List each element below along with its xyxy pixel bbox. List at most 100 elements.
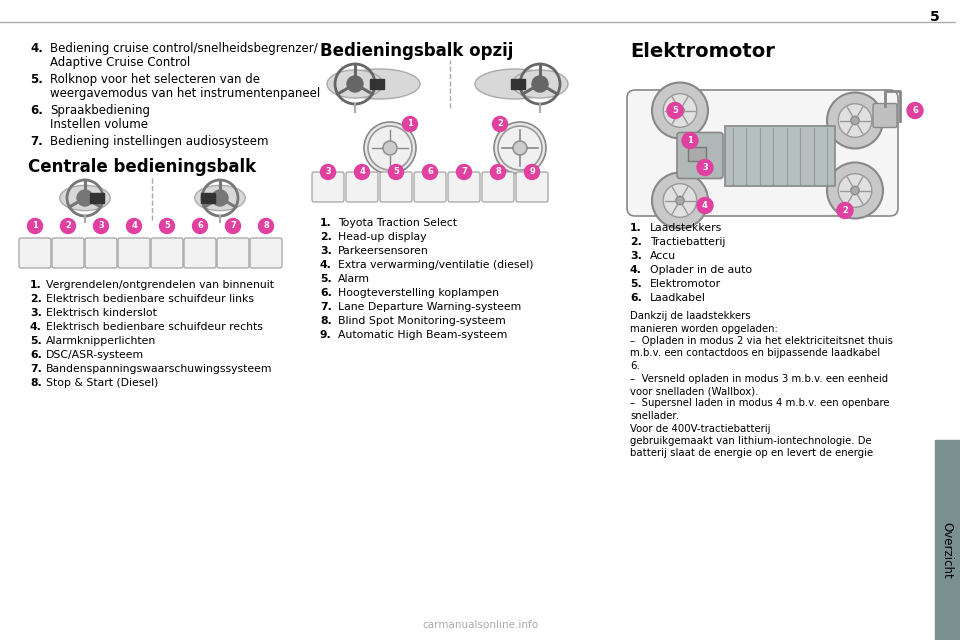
Text: Rolknop voor het selecteren van de: Rolknop voor het selecteren van de — [50, 73, 260, 86]
Ellipse shape — [195, 186, 245, 211]
Text: 6: 6 — [197, 221, 203, 230]
Text: Laadstekkers: Laadstekkers — [650, 223, 722, 233]
Text: 5: 5 — [930, 10, 940, 24]
Text: 3: 3 — [325, 168, 331, 177]
Circle shape — [492, 116, 508, 131]
Text: Spraakbediening: Spraakbediening — [50, 104, 150, 117]
Circle shape — [524, 164, 540, 179]
Circle shape — [697, 159, 713, 175]
Bar — [90, 193, 104, 203]
Text: 7: 7 — [230, 221, 236, 230]
Circle shape — [77, 190, 93, 206]
Text: Bediening cruise control/snelheidsbegrenzer/: Bediening cruise control/snelheidsbegren… — [50, 42, 318, 55]
Text: Oplader in de auto: Oplader in de auto — [650, 265, 752, 275]
Ellipse shape — [512, 70, 568, 98]
FancyBboxPatch shape — [380, 172, 412, 202]
Text: 6.: 6. — [630, 361, 639, 371]
Ellipse shape — [475, 69, 555, 99]
Text: 4: 4 — [132, 221, 137, 230]
Text: 9.: 9. — [320, 330, 332, 340]
Circle shape — [159, 218, 175, 234]
Circle shape — [389, 164, 403, 179]
Circle shape — [682, 132, 698, 148]
Text: Head-up display: Head-up display — [338, 232, 426, 242]
Text: 5: 5 — [164, 221, 170, 230]
Text: Elektrisch bedienbare schuifdeur links: Elektrisch bedienbare schuifdeur links — [46, 294, 254, 304]
Text: Elektrisch kinderslot: Elektrisch kinderslot — [46, 308, 156, 318]
FancyBboxPatch shape — [448, 172, 480, 202]
Circle shape — [663, 93, 697, 127]
Text: 7.: 7. — [30, 135, 43, 148]
Text: 5.: 5. — [30, 336, 41, 346]
Bar — [725, 125, 835, 186]
Text: 1: 1 — [32, 221, 38, 230]
FancyBboxPatch shape — [19, 238, 51, 268]
Circle shape — [513, 141, 527, 155]
Text: 7.: 7. — [30, 364, 42, 374]
Circle shape — [676, 106, 684, 115]
Text: 4.: 4. — [30, 42, 43, 55]
Text: 6: 6 — [912, 106, 918, 115]
FancyBboxPatch shape — [85, 238, 117, 268]
Text: 9: 9 — [529, 168, 535, 177]
FancyBboxPatch shape — [516, 172, 548, 202]
Text: Hoogteverstelling koplampen: Hoogteverstelling koplampen — [338, 288, 499, 298]
FancyBboxPatch shape — [312, 172, 344, 202]
Text: Alarmknipperlichten: Alarmknipperlichten — [46, 336, 156, 346]
Text: Adaptive Cruise Control: Adaptive Cruise Control — [50, 56, 190, 69]
Bar — [688, 147, 706, 161]
Text: 8.: 8. — [30, 378, 41, 388]
Text: Toyota Traction Select: Toyota Traction Select — [338, 218, 457, 228]
Text: 1: 1 — [687, 136, 693, 145]
Circle shape — [212, 190, 228, 206]
Circle shape — [907, 102, 923, 118]
Circle shape — [368, 126, 412, 170]
FancyBboxPatch shape — [217, 238, 249, 268]
Text: Overzicht: Overzicht — [941, 522, 953, 579]
Text: Extra verwarming/ventilatie (diesel): Extra verwarming/ventilatie (diesel) — [338, 260, 534, 270]
Text: 5.: 5. — [320, 274, 332, 284]
FancyBboxPatch shape — [627, 90, 898, 216]
Text: Stop & Start (Diesel): Stop & Start (Diesel) — [46, 378, 158, 388]
FancyBboxPatch shape — [677, 132, 723, 179]
Text: Alarm: Alarm — [338, 274, 370, 284]
Text: carmanualsonline.info: carmanualsonline.info — [422, 620, 538, 630]
Circle shape — [663, 184, 697, 218]
Text: –  Opladen in modus 2 via het elektriciteitsnet thuis: – Opladen in modus 2 via het elektricite… — [630, 336, 893, 346]
Text: 6.: 6. — [320, 288, 332, 298]
Text: 5: 5 — [672, 106, 678, 115]
Text: Bedieningsbalk opzij: Bedieningsbalk opzij — [320, 42, 514, 60]
Circle shape — [93, 218, 108, 234]
Circle shape — [676, 196, 684, 205]
Text: 3.: 3. — [320, 246, 332, 256]
Text: 2: 2 — [497, 120, 503, 129]
Circle shape — [60, 218, 76, 234]
Circle shape — [667, 102, 683, 118]
Text: 1.: 1. — [320, 218, 332, 228]
FancyBboxPatch shape — [873, 104, 897, 127]
Circle shape — [827, 163, 883, 218]
Text: 1.: 1. — [30, 280, 41, 290]
Bar — [935, 440, 960, 640]
Text: 7.: 7. — [320, 302, 332, 312]
Circle shape — [457, 164, 471, 179]
Text: DSC/ASR-systeem: DSC/ASR-systeem — [46, 350, 144, 360]
Text: Automatic High Beam-systeem: Automatic High Beam-systeem — [338, 330, 508, 340]
Circle shape — [321, 164, 335, 179]
Circle shape — [347, 76, 363, 92]
FancyBboxPatch shape — [118, 238, 150, 268]
Text: 6: 6 — [427, 168, 433, 177]
Circle shape — [127, 218, 141, 234]
Text: gebruikgemaakt van lithium-iontechnologie. De: gebruikgemaakt van lithium-iontechnologi… — [630, 436, 872, 446]
Text: 3: 3 — [98, 221, 104, 230]
FancyBboxPatch shape — [346, 172, 378, 202]
Circle shape — [494, 122, 546, 174]
Text: 3: 3 — [702, 163, 708, 172]
Text: 2: 2 — [842, 206, 848, 215]
Text: 8: 8 — [495, 168, 501, 177]
Text: 6.: 6. — [630, 293, 642, 303]
Circle shape — [827, 93, 883, 148]
Circle shape — [364, 122, 416, 174]
Circle shape — [837, 202, 853, 218]
Text: 4.: 4. — [630, 265, 642, 275]
